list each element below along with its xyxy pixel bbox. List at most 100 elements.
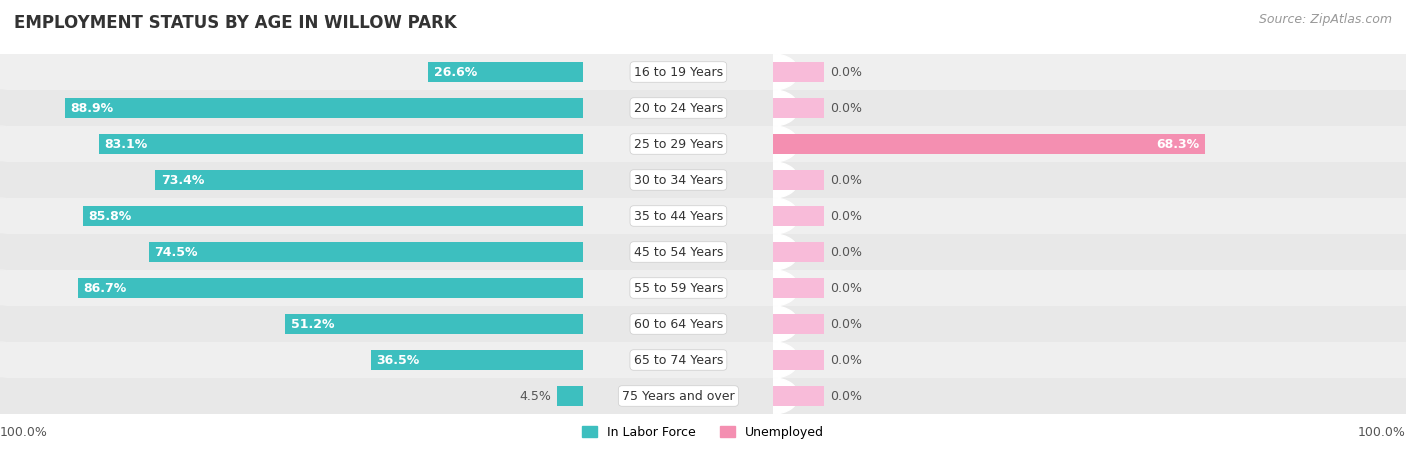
Bar bbox=[583, 378, 773, 414]
Bar bbox=[773, 378, 1406, 414]
Text: Source: ZipAtlas.com: Source: ZipAtlas.com bbox=[1258, 14, 1392, 27]
Text: 75 Years and over: 75 Years and over bbox=[621, 390, 735, 402]
Legend: In Labor Force, Unemployed: In Labor Force, Unemployed bbox=[576, 421, 830, 444]
Bar bbox=[773, 134, 1205, 154]
Text: 85.8%: 85.8% bbox=[89, 210, 132, 222]
Ellipse shape bbox=[0, 54, 24, 90]
Ellipse shape bbox=[748, 162, 799, 198]
Text: 83.1%: 83.1% bbox=[104, 138, 148, 150]
Text: 0.0%: 0.0% bbox=[830, 246, 862, 258]
Bar bbox=[583, 342, 773, 378]
Bar bbox=[773, 206, 824, 226]
Bar bbox=[583, 126, 773, 162]
Ellipse shape bbox=[0, 234, 24, 270]
Bar bbox=[583, 198, 773, 234]
Text: 100.0%: 100.0% bbox=[1358, 426, 1406, 438]
Text: 65 to 74 Years: 65 to 74 Years bbox=[634, 354, 723, 366]
Bar bbox=[773, 170, 824, 190]
Bar bbox=[149, 242, 583, 262]
Bar bbox=[773, 90, 1406, 126]
Bar bbox=[583, 234, 773, 270]
Text: 30 to 34 Years: 30 to 34 Years bbox=[634, 174, 723, 186]
Text: 26.6%: 26.6% bbox=[434, 66, 478, 78]
Text: 36.5%: 36.5% bbox=[377, 354, 419, 366]
Bar bbox=[0, 54, 583, 90]
Ellipse shape bbox=[748, 90, 799, 126]
Text: 0.0%: 0.0% bbox=[830, 390, 862, 402]
Bar bbox=[155, 170, 583, 190]
Text: 0.0%: 0.0% bbox=[830, 354, 862, 366]
Text: 51.2%: 51.2% bbox=[291, 318, 335, 330]
Text: 74.5%: 74.5% bbox=[155, 246, 198, 258]
Bar bbox=[0, 198, 583, 234]
Bar bbox=[83, 206, 583, 226]
Text: 0.0%: 0.0% bbox=[830, 66, 862, 78]
Bar bbox=[429, 62, 583, 82]
Bar bbox=[773, 270, 1406, 306]
Text: 0.0%: 0.0% bbox=[830, 210, 862, 222]
Ellipse shape bbox=[0, 126, 24, 162]
Text: 68.3%: 68.3% bbox=[1156, 138, 1199, 150]
Bar bbox=[583, 54, 773, 90]
Bar bbox=[0, 342, 583, 378]
Text: 35 to 44 Years: 35 to 44 Years bbox=[634, 210, 723, 222]
Bar bbox=[0, 306, 583, 342]
Bar bbox=[557, 386, 583, 406]
Text: 16 to 19 Years: 16 to 19 Years bbox=[634, 66, 723, 78]
Bar bbox=[773, 54, 1406, 90]
Text: 86.7%: 86.7% bbox=[83, 282, 127, 294]
Text: 100.0%: 100.0% bbox=[0, 426, 48, 438]
Text: 20 to 24 Years: 20 to 24 Years bbox=[634, 102, 723, 114]
Bar bbox=[583, 162, 773, 198]
Text: 73.4%: 73.4% bbox=[162, 174, 204, 186]
Text: 88.9%: 88.9% bbox=[70, 102, 114, 114]
Bar bbox=[773, 242, 824, 262]
Text: 4.5%: 4.5% bbox=[520, 390, 551, 402]
Bar bbox=[773, 134, 1205, 154]
Ellipse shape bbox=[748, 342, 799, 378]
Ellipse shape bbox=[748, 198, 799, 234]
Ellipse shape bbox=[0, 378, 24, 414]
Ellipse shape bbox=[748, 306, 799, 342]
Text: 25 to 29 Years: 25 to 29 Years bbox=[634, 138, 723, 150]
Bar bbox=[583, 90, 773, 126]
Bar bbox=[773, 386, 824, 406]
Text: 0.0%: 0.0% bbox=[830, 318, 862, 330]
Bar bbox=[0, 234, 583, 270]
Bar bbox=[773, 306, 1406, 342]
Bar bbox=[583, 306, 773, 342]
Ellipse shape bbox=[0, 306, 24, 342]
Ellipse shape bbox=[748, 270, 799, 306]
Bar bbox=[0, 378, 583, 414]
Bar bbox=[773, 98, 824, 118]
Bar bbox=[773, 278, 824, 298]
Bar bbox=[773, 314, 824, 334]
Bar bbox=[583, 270, 773, 306]
Bar bbox=[0, 126, 583, 162]
Ellipse shape bbox=[0, 342, 24, 378]
Bar bbox=[773, 62, 824, 82]
Bar bbox=[773, 342, 1406, 378]
Text: 0.0%: 0.0% bbox=[830, 282, 862, 294]
Text: 45 to 54 Years: 45 to 54 Years bbox=[634, 246, 723, 258]
Ellipse shape bbox=[0, 270, 24, 306]
Bar bbox=[77, 278, 583, 298]
Ellipse shape bbox=[0, 198, 24, 234]
Bar bbox=[0, 270, 583, 306]
Bar bbox=[0, 90, 583, 126]
Ellipse shape bbox=[748, 234, 799, 270]
Bar bbox=[371, 350, 583, 370]
Text: 0.0%: 0.0% bbox=[830, 174, 862, 186]
Bar bbox=[98, 134, 583, 154]
Text: 60 to 64 Years: 60 to 64 Years bbox=[634, 318, 723, 330]
Ellipse shape bbox=[748, 126, 799, 162]
Ellipse shape bbox=[748, 378, 799, 414]
Bar bbox=[773, 198, 1406, 234]
Bar bbox=[285, 314, 583, 334]
Text: EMPLOYMENT STATUS BY AGE IN WILLOW PARK: EMPLOYMENT STATUS BY AGE IN WILLOW PARK bbox=[14, 14, 457, 32]
Ellipse shape bbox=[0, 162, 24, 198]
Ellipse shape bbox=[748, 54, 799, 90]
Bar bbox=[0, 162, 583, 198]
Bar bbox=[773, 234, 1406, 270]
Bar bbox=[773, 162, 1406, 198]
